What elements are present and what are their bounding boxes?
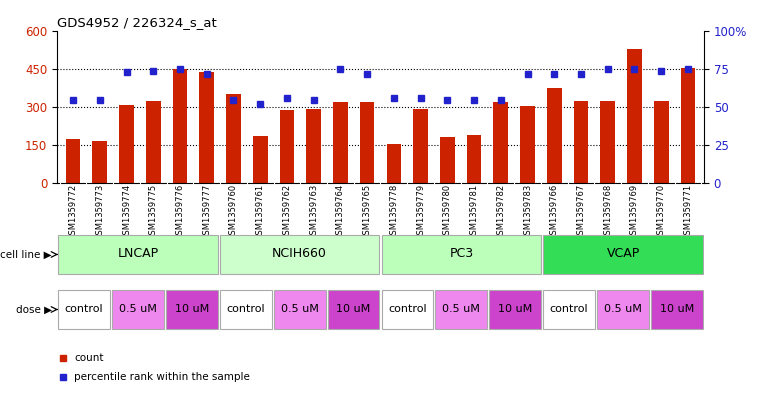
Text: GSM1359767: GSM1359767: [577, 184, 585, 241]
Text: GSM1359763: GSM1359763: [309, 184, 318, 241]
Text: GDS4952 / 226324_s_at: GDS4952 / 226324_s_at: [57, 16, 217, 29]
Bar: [199, 72, 214, 183]
Bar: [173, 69, 187, 183]
Text: GSM1359781: GSM1359781: [470, 184, 479, 240]
Text: GSM1359760: GSM1359760: [229, 184, 238, 240]
Text: cell line ▶: cell line ▶: [0, 250, 52, 259]
Bar: [387, 144, 401, 183]
Text: GSM1359774: GSM1359774: [122, 184, 131, 240]
Text: GSM1359768: GSM1359768: [603, 184, 612, 241]
Bar: [440, 137, 454, 183]
Text: percentile rank within the sample: percentile rank within the sample: [74, 373, 250, 382]
Bar: [543, 235, 703, 274]
Bar: [521, 106, 535, 183]
Text: control: control: [388, 303, 427, 314]
Text: dose ▶: dose ▶: [16, 305, 52, 314]
Bar: [65, 139, 81, 183]
Text: GSM1359761: GSM1359761: [256, 184, 265, 240]
Text: 0.5 uM: 0.5 uM: [119, 303, 157, 314]
Bar: [274, 290, 326, 329]
Bar: [627, 49, 642, 183]
Text: 10 uM: 10 uM: [175, 303, 209, 314]
Bar: [493, 102, 508, 183]
Text: GSM1359777: GSM1359777: [202, 184, 212, 241]
Text: 0.5 uM: 0.5 uM: [442, 303, 480, 314]
Bar: [651, 290, 703, 329]
Bar: [543, 290, 595, 329]
Bar: [253, 136, 268, 183]
Text: 10 uM: 10 uM: [498, 303, 533, 314]
Bar: [328, 290, 380, 329]
Text: GSM1359765: GSM1359765: [363, 184, 371, 240]
Bar: [413, 109, 428, 183]
Bar: [146, 101, 161, 183]
Bar: [466, 135, 482, 183]
Text: control: control: [65, 303, 103, 314]
Text: GSM1359764: GSM1359764: [336, 184, 345, 240]
Text: 10 uM: 10 uM: [336, 303, 371, 314]
Bar: [574, 101, 588, 183]
Bar: [381, 235, 541, 274]
Text: GSM1359771: GSM1359771: [683, 184, 693, 240]
Bar: [654, 101, 668, 183]
Bar: [220, 290, 272, 329]
Bar: [279, 110, 295, 183]
Bar: [220, 235, 380, 274]
Bar: [58, 235, 218, 274]
Bar: [435, 290, 487, 329]
Text: 0.5 uM: 0.5 uM: [281, 303, 319, 314]
Bar: [119, 105, 134, 183]
Text: GSM1359778: GSM1359778: [390, 184, 398, 241]
Bar: [226, 94, 240, 183]
Text: 10 uM: 10 uM: [660, 303, 694, 314]
Text: GSM1359772: GSM1359772: [68, 184, 78, 240]
Bar: [597, 290, 649, 329]
Bar: [112, 290, 164, 329]
Text: control: control: [227, 303, 265, 314]
Text: 0.5 uM: 0.5 uM: [604, 303, 642, 314]
Text: GSM1359766: GSM1359766: [549, 184, 559, 241]
Text: GSM1359783: GSM1359783: [523, 184, 532, 241]
Text: GSM1359779: GSM1359779: [416, 184, 425, 240]
Bar: [307, 109, 321, 183]
Text: GSM1359776: GSM1359776: [176, 184, 184, 241]
Text: GSM1359773: GSM1359773: [95, 184, 104, 241]
Bar: [489, 290, 541, 329]
Text: GSM1359775: GSM1359775: [149, 184, 158, 240]
Text: LNCAP: LNCAP: [117, 247, 158, 260]
Text: VCAP: VCAP: [607, 247, 640, 260]
Bar: [547, 88, 562, 183]
Bar: [333, 102, 348, 183]
Bar: [360, 102, 374, 183]
Bar: [381, 290, 433, 329]
Text: control: control: [550, 303, 588, 314]
Text: GSM1359769: GSM1359769: [630, 184, 639, 240]
Bar: [680, 68, 696, 183]
Text: GSM1359770: GSM1359770: [657, 184, 666, 240]
Bar: [93, 141, 107, 183]
Text: count: count: [74, 353, 103, 363]
Bar: [600, 101, 615, 183]
Text: PC3: PC3: [449, 247, 473, 260]
Text: GSM1359762: GSM1359762: [282, 184, 291, 240]
Bar: [166, 290, 218, 329]
Bar: [58, 290, 110, 329]
Text: GSM1359782: GSM1359782: [496, 184, 505, 240]
Text: GSM1359780: GSM1359780: [443, 184, 452, 240]
Text: NCIH660: NCIH660: [272, 247, 327, 260]
